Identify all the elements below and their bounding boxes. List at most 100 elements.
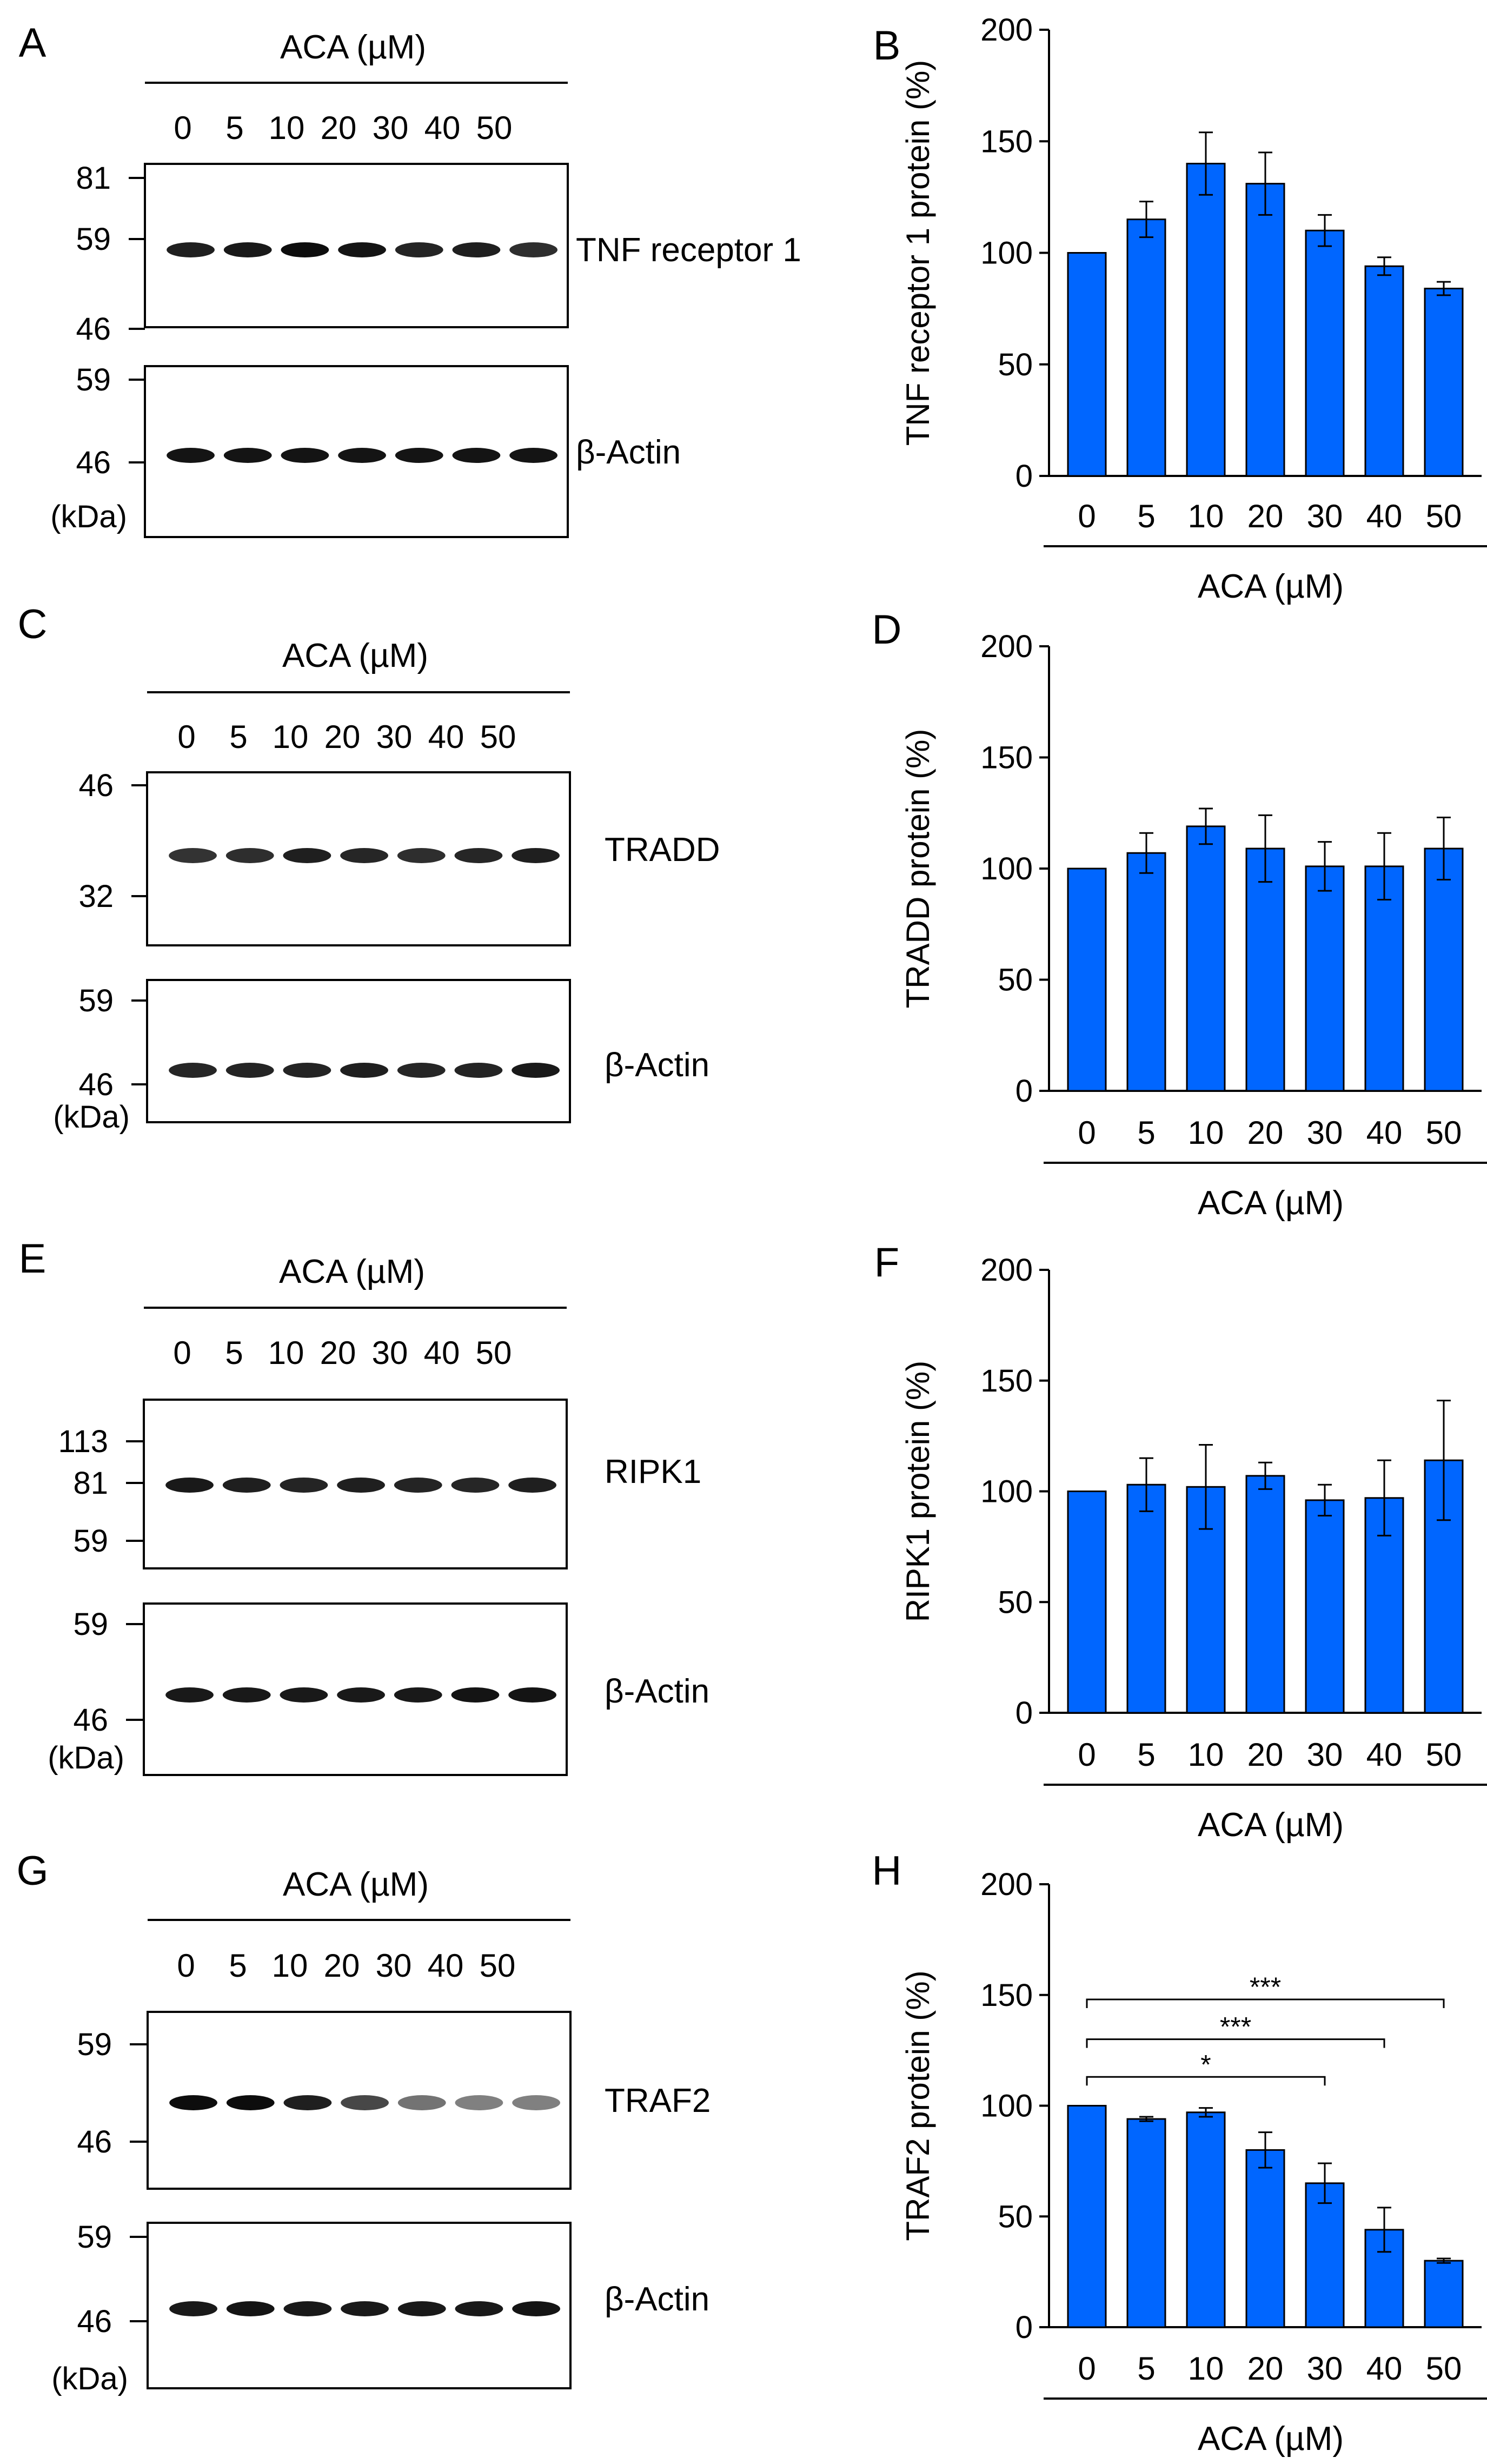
x-axis-label: ACA (µM) (1198, 568, 1344, 605)
x-tick-label: 40 (1366, 1737, 1403, 1773)
western-blot-2: E ACA (µM) 0 5 10 20 30 40 50 RIPK1 β-Actin 113 81 59… (19, 1236, 709, 1776)
target-band (508, 1478, 556, 1493)
bar (1305, 229, 1345, 477)
actin-band (283, 2301, 332, 2316)
y-axis-label: TRAF2 protein (%) (900, 1970, 936, 2241)
blot-header: ACA (µM) (282, 637, 428, 674)
actin-band (222, 1687, 271, 1703)
bar (1126, 1483, 1166, 1714)
target-band (283, 2095, 332, 2110)
actin-band (337, 1687, 385, 1703)
y-tick-label: 100 (980, 2089, 1033, 2124)
x-tick-label: 50 (1426, 1115, 1462, 1151)
bar-chart-1: D 0 50 100 150 200 0 5 10 20 30 40 50 ACA (µM) TRADD p… (872, 607, 1487, 1222)
lane-label: 10 (273, 719, 309, 755)
target-band (338, 242, 386, 257)
y-tick-label: 50 (998, 963, 1033, 998)
x-tick-label: 50 (1426, 498, 1462, 534)
x-tick-label: 0 (1078, 1737, 1096, 1773)
target-label: TRADD (605, 831, 720, 869)
bar-chart-2: F 0 50 100 150 200 0 5 10 20 30 40 50 ACA (µM) RIPK1 p… (874, 1240, 1487, 1844)
actin-band (338, 448, 386, 463)
kda-label: (kDa) (53, 1099, 130, 1135)
target-band (281, 242, 329, 257)
bar (1424, 288, 1464, 477)
bar (1067, 252, 1107, 477)
significance-label: * (1200, 2049, 1211, 2079)
lane-label: 40 (424, 1335, 460, 1371)
lane-label: 40 (424, 110, 461, 146)
mw-marker: 46 (77, 2124, 112, 2160)
lane-label: 20 (324, 719, 361, 755)
western-blot-3: G ACA (µM) 0 5 10 20 30 40 50 TRAF2 β-Actin 59 46 59 4… (16, 1848, 711, 2396)
actin-band (169, 1063, 217, 1078)
y-tick-label: 0 (1015, 459, 1033, 494)
significance-label: *** (1250, 1972, 1281, 2002)
x-tick-label: 40 (1366, 2350, 1403, 2387)
lane-label: 5 (225, 1335, 243, 1371)
target-band (169, 2095, 217, 2110)
bar (1126, 218, 1166, 477)
actin-band (169, 2301, 217, 2316)
mw-marker: 59 (73, 1524, 108, 1559)
bar (1245, 183, 1285, 477)
target-band (283, 848, 331, 863)
mw-marker: 59 (78, 983, 114, 1018)
x-tick-label: 5 (1137, 1737, 1155, 1773)
bar (1186, 2111, 1226, 2328)
bar (1364, 265, 1404, 477)
lane-label: 10 (272, 1948, 308, 1984)
lane-label: 5 (229, 1948, 247, 1984)
target-band (165, 1478, 214, 1493)
x-tick-label: 10 (1188, 2350, 1224, 2387)
target-band (169, 848, 217, 863)
actin-band (225, 1063, 274, 1078)
lane-label: 5 (229, 719, 247, 755)
mw-marker: 81 (73, 1466, 108, 1501)
x-tick-label: 5 (1137, 498, 1155, 534)
actin-band (454, 1063, 503, 1078)
x-tick-label: 50 (1426, 1737, 1462, 1773)
target-band (222, 1478, 271, 1493)
actin-band (509, 448, 557, 463)
kda-label: (kDa) (48, 1740, 124, 1776)
x-tick-label: 50 (1426, 2350, 1462, 2387)
actin-band (167, 448, 215, 463)
lane-label: 20 (324, 1948, 360, 1984)
bar (1126, 2118, 1166, 2328)
lane-label: 30 (376, 719, 413, 755)
x-tick-label: 20 (1247, 498, 1284, 534)
blot-header: ACA (µM) (280, 29, 426, 66)
x-tick-label: 30 (1307, 2350, 1343, 2387)
actin-band (394, 1687, 442, 1703)
lane-label: 20 (321, 110, 357, 146)
actin-band (341, 2301, 389, 2316)
target-band (454, 848, 503, 863)
x-tick-label: 40 (1366, 498, 1403, 534)
y-tick-label: 150 (980, 1363, 1033, 1399)
lane-label: 40 (428, 1948, 464, 1984)
x-tick-label: 30 (1307, 1737, 1343, 1773)
mw-marker: 59 (76, 222, 111, 257)
blot-header: ACA (µM) (283, 1866, 429, 1903)
y-tick-label: 200 (980, 1253, 1033, 1288)
blot-header: ACA (µM) (279, 1253, 425, 1290)
target-band (225, 848, 274, 863)
actin-band (165, 1687, 214, 1703)
target-band (512, 2095, 560, 2110)
lane-label: 5 (225, 110, 243, 146)
actin-band (395, 448, 443, 463)
panel-letter: G (16, 1848, 48, 1894)
mw-marker: 59 (73, 1607, 108, 1642)
panel-letter: F (874, 1240, 899, 1286)
lane-label: 50 (480, 1948, 516, 1984)
lane-label: 50 (476, 1335, 512, 1371)
bar (1067, 867, 1107, 1092)
actin-band (512, 2301, 560, 2316)
x-axis-label: ACA (µM) (1198, 1184, 1344, 1222)
y-tick-label: 200 (980, 1867, 1033, 1902)
lane-label: 30 (376, 1948, 412, 1984)
y-tick-label: 0 (1015, 1074, 1033, 1109)
actin-band (508, 1687, 556, 1703)
target-band (226, 2095, 275, 2110)
